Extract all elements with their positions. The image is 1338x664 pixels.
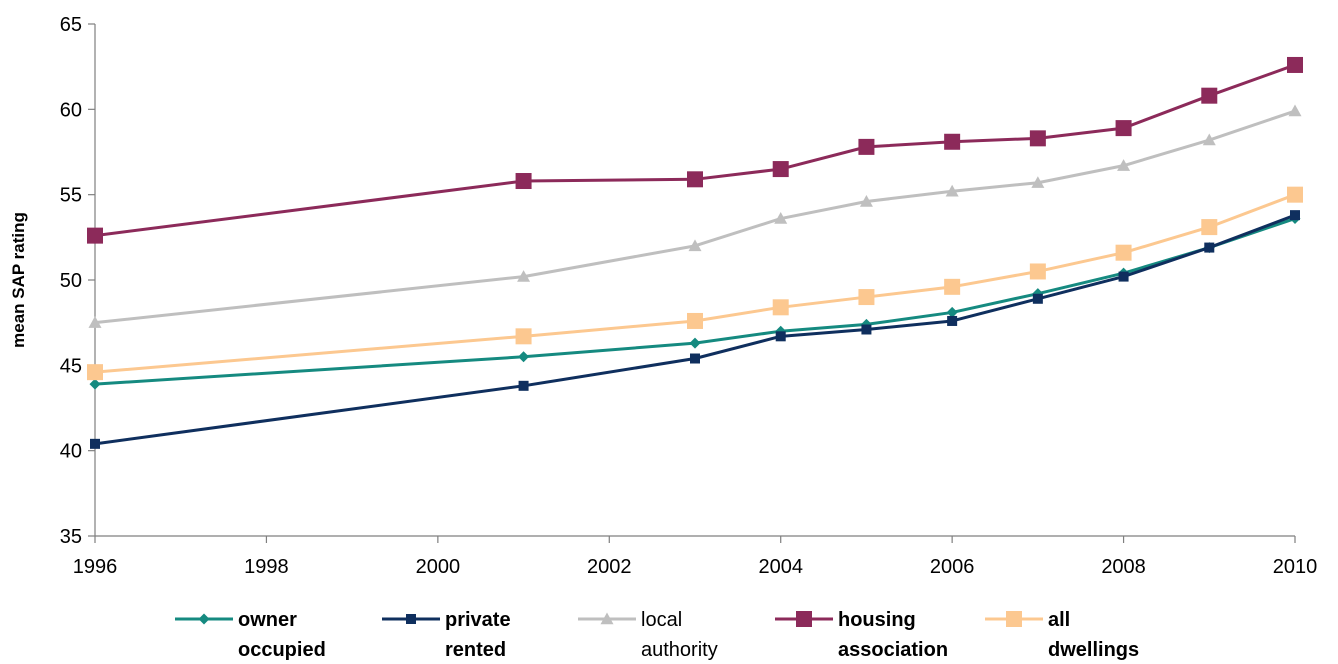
- x-tick-label: 1998: [244, 556, 289, 578]
- data-point: [690, 353, 700, 364]
- series-layer: [87, 56, 1303, 449]
- data-point: [861, 324, 872, 335]
- data-point: [87, 227, 103, 244]
- legend-label: occupied: [238, 639, 326, 661]
- series-all-dwellings: [87, 186, 1303, 381]
- legend-item: private rented: [382, 609, 511, 661]
- data-point: [1031, 176, 1045, 188]
- series-line: [94, 193, 1296, 374]
- y-tick-label: 50: [60, 270, 82, 292]
- data-point: [87, 364, 103, 381]
- data-point: [1006, 611, 1022, 627]
- data-point: [515, 328, 532, 345]
- data-point: [1287, 186, 1303, 203]
- data-point: [946, 306, 958, 318]
- data-point: [796, 611, 812, 627]
- legend: owner occupied private rented local authority…: [175, 609, 1139, 661]
- data-point: [198, 613, 210, 625]
- data-point: [600, 612, 614, 625]
- x-tick-label: 2006: [930, 556, 975, 578]
- data-point: [1118, 271, 1129, 282]
- data-point: [859, 194, 873, 207]
- data-point: [858, 138, 875, 155]
- data-point: [772, 161, 789, 178]
- data-point: [774, 212, 788, 224]
- data-point: [518, 351, 530, 363]
- legend-label: housing: [838, 609, 916, 631]
- data-point: [1202, 133, 1216, 146]
- data-point: [90, 438, 100, 449]
- x-tick-label: 2010: [1273, 556, 1318, 578]
- data-point: [944, 133, 961, 150]
- data-point: [772, 299, 789, 316]
- data-point: [1290, 210, 1300, 221]
- data-point: [687, 312, 703, 329]
- legend-label: all: [1048, 609, 1070, 631]
- data-point: [1115, 120, 1132, 137]
- legend-item: all dwellings: [985, 609, 1139, 661]
- data-point: [1201, 87, 1218, 104]
- x-tick-label: 2004: [758, 556, 803, 578]
- legend-label: dwellings: [1048, 639, 1139, 661]
- data-point: [517, 270, 531, 282]
- legend-label: rented: [445, 639, 506, 661]
- data-point: [858, 289, 875, 306]
- data-point: [1287, 56, 1303, 73]
- series-local-authority: [88, 104, 1302, 328]
- data-point: [688, 239, 702, 252]
- data-point: [1204, 242, 1215, 253]
- x-tick-label: 1996: [73, 556, 118, 578]
- data-point: [775, 331, 786, 342]
- y-tick-label: 40: [60, 441, 82, 463]
- y-tick-label: 65: [60, 14, 82, 36]
- series-housing-association: [87, 56, 1303, 244]
- x-tick-label: 2002: [587, 556, 632, 578]
- data-point: [1029, 263, 1046, 280]
- x-tick-label: 2008: [1101, 556, 1146, 578]
- data-point: [1201, 219, 1218, 236]
- data-point: [1032, 293, 1043, 304]
- legend-label: local: [641, 609, 682, 631]
- series-line: [94, 109, 1296, 325]
- legend-item: owner occupied: [175, 609, 326, 661]
- x-tick-label: 2000: [416, 556, 461, 578]
- legend-item: local authority: [578, 609, 718, 661]
- data-point: [947, 315, 958, 326]
- series-private-rented: [90, 210, 1300, 449]
- x-axis-ticks: 1996 1998 2000 2002 2004 2006 2008 2010: [73, 536, 1318, 578]
- data-point: [1029, 130, 1046, 147]
- y-tick-label: 55: [60, 185, 82, 207]
- y-axis-label: mean SAP rating: [9, 212, 28, 348]
- series-line: [94, 213, 1296, 446]
- series-line: [94, 63, 1296, 238]
- data-point: [89, 378, 101, 390]
- data-point: [944, 278, 961, 295]
- legend-label: association: [838, 639, 948, 661]
- data-point: [515, 173, 532, 190]
- data-point: [518, 380, 529, 391]
- legend-item: housing association: [775, 609, 948, 661]
- data-point: [88, 316, 102, 328]
- y-axis-ticks: 35 40 45 50 55 60 65: [60, 14, 95, 548]
- data-point: [1117, 159, 1131, 171]
- legend-label: owner: [238, 609, 297, 631]
- data-point: [689, 337, 701, 349]
- legend-label: private: [445, 609, 511, 631]
- y-tick-label: 35: [60, 526, 82, 548]
- data-point: [945, 184, 959, 197]
- y-tick-label: 60: [60, 99, 82, 121]
- legend-label: authority: [641, 639, 718, 661]
- data-point: [406, 614, 416, 624]
- data-point: [1115, 244, 1132, 261]
- series-line: [94, 217, 1296, 386]
- data-point: [687, 171, 703, 188]
- data-point: [1288, 104, 1302, 117]
- y-tick-label: 45: [60, 355, 82, 377]
